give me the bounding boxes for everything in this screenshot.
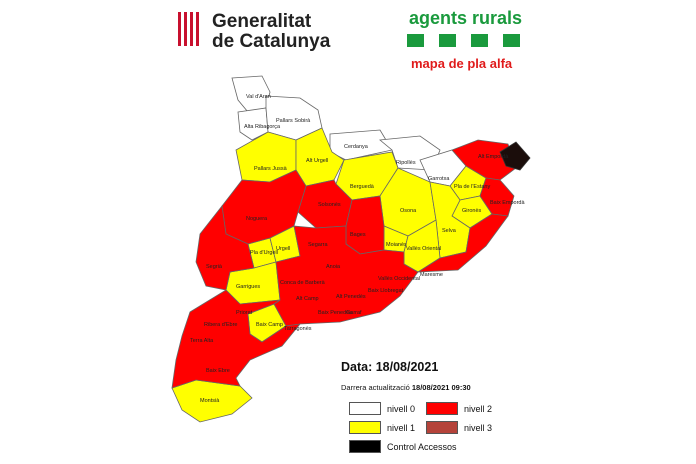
legend-swatch: [349, 421, 381, 434]
date-label: Data: 18/08/2021: [341, 360, 439, 374]
legend-label: nivell 1: [387, 422, 416, 433]
legend-swatch: [426, 421, 458, 434]
last-update-label: Darrera actualització: [341, 383, 410, 392]
region-label: Berguedà: [350, 184, 375, 190]
legend-item-nivell2: nivell 2: [426, 402, 492, 415]
region-label: Garraf: [346, 310, 362, 316]
region-label: Moianès: [386, 242, 407, 248]
senyera-icon: [178, 12, 202, 46]
region-label: Montsià: [200, 398, 220, 404]
region-label: Alt Camp: [296, 296, 319, 302]
legend-item-nivell3: nivell 3: [426, 421, 492, 434]
region-label: Baix Camp: [256, 322, 283, 328]
region-label: Val d'Aran: [246, 94, 271, 100]
generalitat-line1: Generalitat: [212, 11, 312, 32]
legend-item-control: Control Accessos: [349, 440, 457, 453]
legend-item-nivell0: nivell 0: [349, 402, 415, 415]
region-label: Alt Penedès: [336, 294, 366, 300]
region-label: Vallès Occidental: [378, 276, 420, 282]
legend-item-nivell1: nivell 1: [349, 421, 415, 434]
region-label: Ribera d'Ebre: [204, 322, 237, 328]
region-label: Osona: [400, 208, 417, 214]
region-label: Gironès: [462, 208, 482, 214]
legend-label: nivell 2: [464, 403, 493, 414]
agents-rurals-title: agents rurals: [409, 8, 523, 28]
legend-swatch: [426, 402, 458, 415]
region-label: Anoia: [326, 264, 341, 270]
region-label: Ripollès: [396, 160, 416, 166]
region-label: Garrigues: [236, 284, 260, 290]
region-label: Selva: [442, 228, 457, 234]
region-label: Garrotxa: [428, 176, 450, 182]
region-label: Segarra: [308, 242, 329, 248]
region-label: Noguera: [246, 216, 268, 222]
region-label: Priorat: [236, 310, 253, 316]
last-update: Darrera actualització 18/08/2021 09:30: [341, 383, 471, 392]
region-label: Maresme: [420, 272, 443, 278]
region-label: Baix Ebre: [206, 368, 230, 374]
region-label: Pallars Sobirà: [276, 118, 311, 124]
generalitat-line2: de Catalunya: [212, 31, 331, 52]
region-shape-segria: [195, 205, 255, 291]
region-shape-bages: [345, 195, 385, 255]
agents-rurals-squares-icon: [407, 34, 520, 47]
region-label: Pla de l'Estany: [454, 184, 490, 190]
region-label: Conca de Barberà: [280, 280, 326, 286]
region-label: Segrià: [206, 264, 223, 270]
region-label: Bages: [350, 232, 366, 238]
legend-swatch: [349, 402, 381, 415]
region-label: Solsonès: [318, 202, 341, 208]
region-label: Vallès Oriental: [406, 246, 441, 252]
region-label: Urgell: [276, 246, 290, 252]
region-label: Alt Urgell: [306, 158, 328, 164]
map-title: mapa de pla alfa: [411, 56, 513, 71]
legend-swatch: [349, 440, 381, 453]
legend-label: nivell 3: [464, 422, 493, 433]
region-label: Pallars Jussà: [254, 166, 288, 172]
region-shape-cap-de-creus: [499, 141, 531, 171]
last-update-value: 18/08/2021 09:30: [411, 383, 471, 392]
region-label: Alt Empordà: [478, 154, 509, 160]
region-label: Tarragonès: [284, 326, 312, 332]
legend-label: Control Accessos: [387, 441, 457, 452]
region-label: Baix Penedès: [318, 310, 352, 316]
region-label: Alta Ribagorça: [244, 124, 281, 130]
region-label: Cerdanya: [344, 144, 369, 150]
region-label: Pla d'Urgell: [250, 250, 278, 256]
region-label: Baix Llobregat: [368, 288, 404, 294]
legend-label: nivell 0: [387, 403, 416, 414]
region-shape-alt-emporda: [451, 139, 517, 181]
region-label: Baix Empordà: [490, 200, 525, 206]
region-shape-south-red: [171, 289, 301, 389]
region-label: Terra Alta: [190, 338, 214, 344]
generalitat-logo: Generalitat de Catalunya: [178, 12, 330, 52]
region-shape-alta-ribagorca: [237, 107, 269, 141]
